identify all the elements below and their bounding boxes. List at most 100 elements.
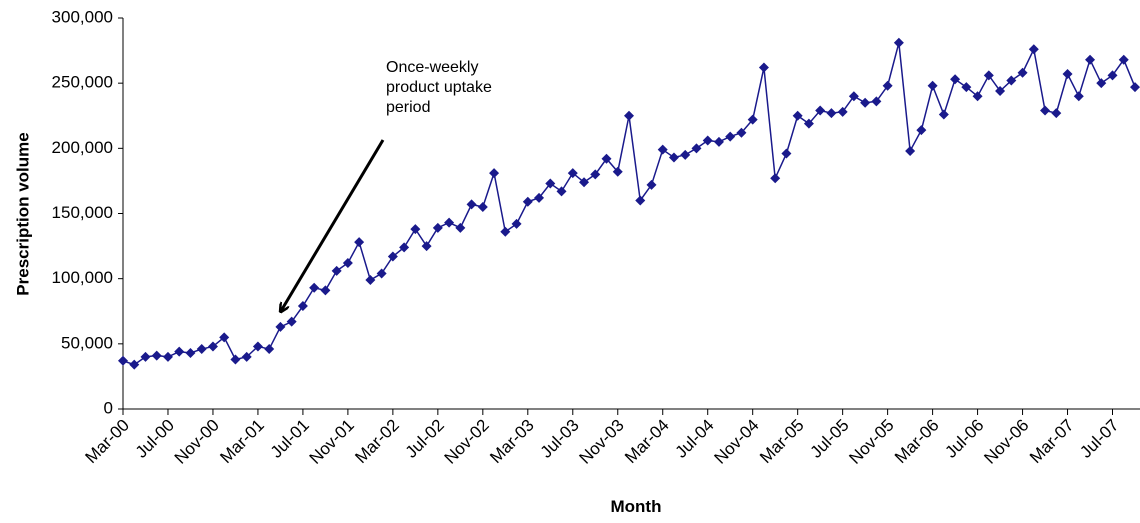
data-point bbox=[342, 258, 353, 269]
data-point bbox=[1017, 67, 1028, 78]
y-tick-label: 250,000 bbox=[52, 73, 113, 92]
data-point bbox=[151, 350, 162, 361]
data-point bbox=[612, 166, 623, 177]
data-point bbox=[230, 354, 241, 365]
data-point bbox=[713, 136, 724, 147]
data-point bbox=[691, 143, 702, 154]
data-point bbox=[668, 152, 679, 163]
data-point bbox=[1062, 69, 1073, 80]
annotation-line: Once-weekly bbox=[386, 59, 478, 76]
data-point bbox=[1107, 70, 1118, 81]
data-point bbox=[241, 351, 252, 362]
data-point bbox=[118, 355, 128, 366]
x-tick-label: Mar-00 bbox=[81, 416, 133, 468]
data-point bbox=[747, 114, 758, 125]
data-point bbox=[252, 341, 263, 352]
annotation-arrow bbox=[281, 139, 385, 311]
data-point bbox=[702, 135, 713, 146]
data-point bbox=[545, 178, 556, 189]
data-point bbox=[522, 196, 533, 207]
x-tick-label: Nov-02 bbox=[441, 416, 493, 468]
data-point bbox=[837, 106, 848, 117]
y-axis-title: Prescription volume bbox=[13, 132, 32, 295]
data-point bbox=[1130, 82, 1140, 93]
data-point bbox=[275, 321, 286, 332]
data-point bbox=[736, 127, 747, 138]
data-point bbox=[140, 351, 151, 362]
data-point bbox=[320, 285, 331, 296]
data-point bbox=[646, 179, 657, 190]
data-point bbox=[972, 91, 983, 102]
x-tick-label: Nov-00 bbox=[171, 416, 223, 468]
annotation-line: period bbox=[386, 99, 430, 116]
data-point bbox=[961, 82, 972, 93]
x-tick-label: Nov-04 bbox=[710, 416, 762, 468]
series-line bbox=[122, 42, 1136, 366]
data-point bbox=[950, 74, 961, 85]
data-point bbox=[421, 241, 432, 252]
data-point bbox=[196, 344, 207, 355]
data-point bbox=[826, 108, 837, 119]
data-point bbox=[938, 109, 949, 120]
data-point bbox=[297, 301, 308, 312]
data-point bbox=[567, 168, 578, 179]
data-point bbox=[466, 199, 477, 210]
annotation: Once-weekly product uptake period bbox=[281, 59, 492, 311]
data-point bbox=[511, 218, 522, 229]
data-point bbox=[264, 344, 275, 355]
data-point bbox=[455, 222, 466, 233]
data-point bbox=[185, 347, 196, 358]
data-point bbox=[129, 359, 140, 370]
data-point bbox=[1096, 78, 1107, 89]
data-point bbox=[174, 346, 185, 357]
data-point bbox=[579, 177, 590, 188]
data-point bbox=[601, 153, 612, 164]
y-tick-label: 200,000 bbox=[52, 138, 113, 157]
data-point bbox=[489, 168, 500, 179]
data-point bbox=[635, 195, 646, 206]
data-point bbox=[725, 131, 736, 142]
data-point bbox=[983, 70, 994, 81]
y-tick-label: 150,000 bbox=[52, 203, 113, 222]
data-point bbox=[432, 222, 443, 233]
data-point bbox=[1073, 91, 1084, 102]
data-point bbox=[286, 316, 297, 327]
x-tick-label: Mar-07 bbox=[1026, 416, 1078, 468]
annotation-line: product uptake bbox=[386, 79, 492, 96]
data-point bbox=[882, 80, 893, 91]
x-tick-label: Mar-06 bbox=[891, 416, 943, 468]
data-point bbox=[893, 37, 904, 48]
data-point bbox=[207, 341, 218, 352]
data-point bbox=[815, 105, 826, 116]
data-point bbox=[365, 274, 376, 285]
x-tick-label: Nov-01 bbox=[306, 416, 358, 468]
data-point bbox=[1040, 105, 1051, 116]
data-point bbox=[927, 80, 938, 91]
data-point bbox=[657, 144, 668, 155]
data-point bbox=[781, 148, 792, 159]
data-point bbox=[590, 169, 601, 180]
y-tick-label: 50,000 bbox=[61, 333, 113, 352]
data-point bbox=[995, 85, 1006, 96]
data-point bbox=[477, 201, 488, 212]
data-point bbox=[871, 96, 882, 107]
data-point bbox=[848, 91, 859, 102]
x-tick-label: Mar-04 bbox=[621, 416, 673, 468]
x-tick-label: Nov-06 bbox=[980, 416, 1032, 468]
data-point bbox=[376, 268, 387, 279]
data-point bbox=[905, 145, 916, 156]
data-point bbox=[219, 332, 230, 343]
data-point bbox=[399, 242, 410, 253]
x-axis-title: Month bbox=[611, 497, 662, 516]
x-tick-label: Jul-07 bbox=[1076, 416, 1122, 462]
data-point bbox=[1028, 44, 1039, 55]
data-point bbox=[162, 351, 173, 362]
data-point bbox=[803, 118, 814, 129]
data-point bbox=[792, 110, 803, 121]
x-tick-label: Mar-02 bbox=[351, 416, 403, 468]
data-point bbox=[758, 62, 769, 73]
x-tick-label: Mar-01 bbox=[216, 416, 268, 468]
data-point bbox=[556, 186, 567, 197]
data-point bbox=[410, 224, 421, 235]
